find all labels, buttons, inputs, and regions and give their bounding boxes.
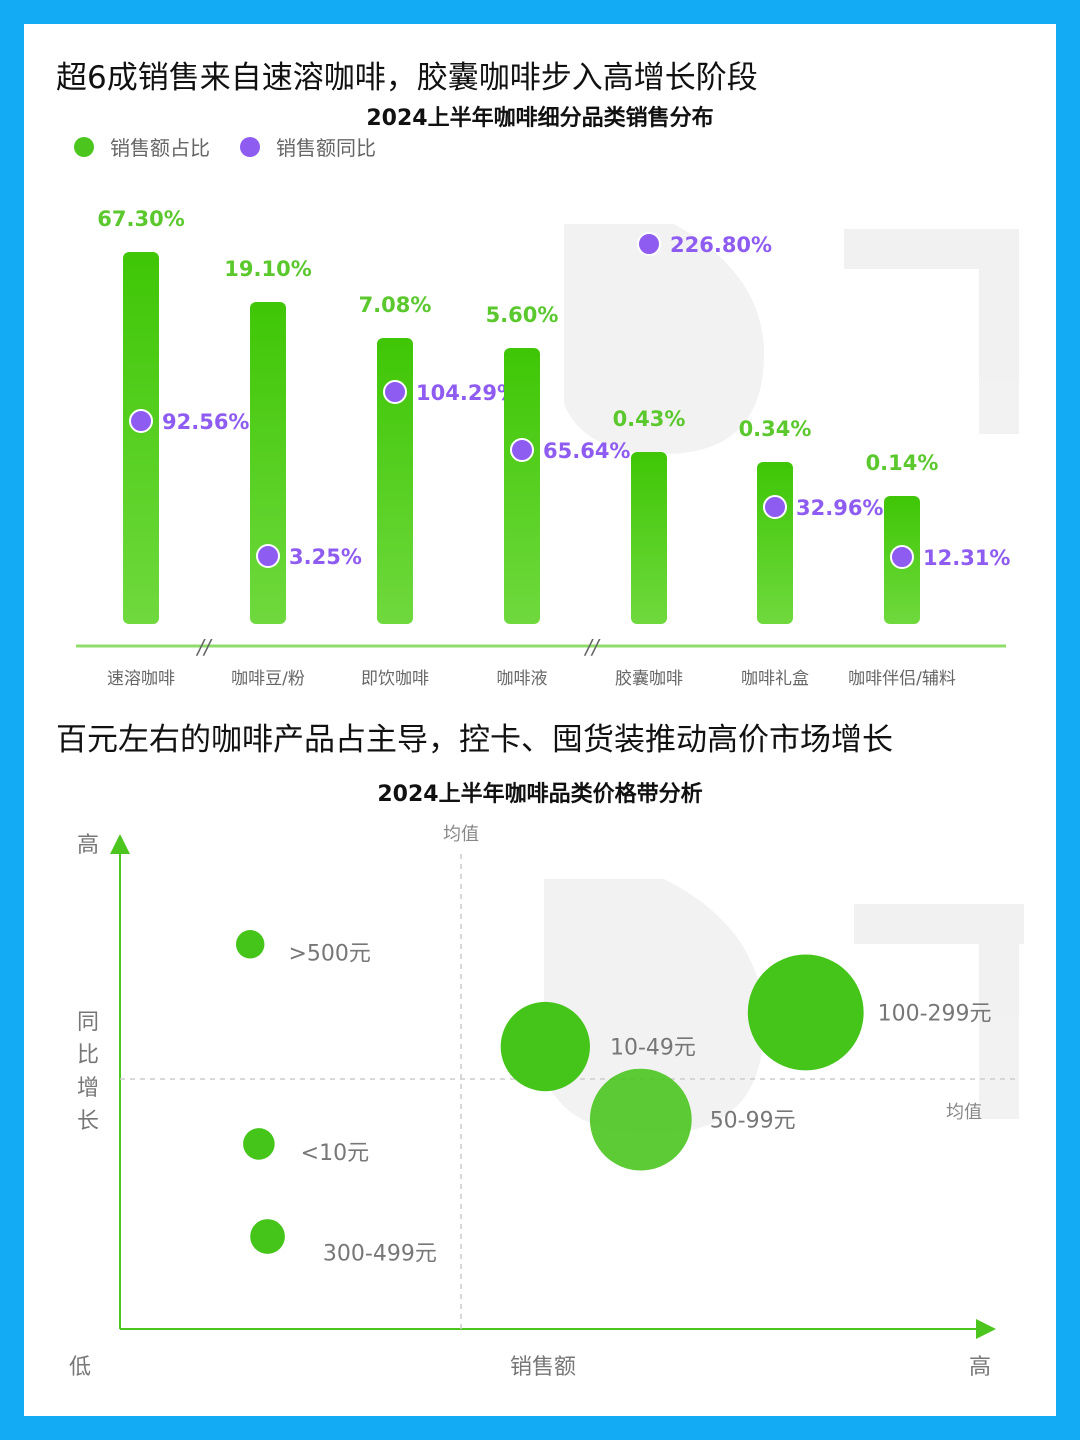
axis-break-mark-0: //: [195, 635, 213, 659]
point-yoy-label-3: 65.64%: [543, 439, 630, 463]
point-yoy-label-5: 32.96%: [796, 496, 883, 520]
y-axis-high-label: 高: [77, 833, 99, 858]
x-axis-high-label: 高: [969, 1355, 991, 1380]
bubble-label-5: 300-499元: [323, 1241, 437, 1266]
legend-yoy-marker: [240, 136, 260, 157]
bar-category-label-6: 咖啡伴侣/辅料: [848, 669, 956, 689]
legend-item-yoy: 销售额同比: [240, 132, 376, 161]
bar-category-label-0: 速溶咖啡: [107, 669, 175, 689]
bar-category-label-3: 咖啡液: [497, 669, 548, 689]
point-yoy-6: [890, 545, 914, 569]
bubble-label-1: 10-49元: [610, 1036, 696, 1061]
bar-share-label-1: 19.10%: [224, 257, 311, 281]
mean-label-y: 均值: [946, 1102, 982, 1123]
bar-share-label-6: 0.14%: [866, 451, 939, 475]
bar-share-label-4: 0.43%: [613, 407, 686, 431]
bar-chart-legend: 销售额占比 销售额同比: [74, 132, 406, 161]
section2-title: 百元左右的咖啡产品占主导，控卡、囤货装推动高价市场增长: [56, 722, 893, 758]
point-yoy-5: [763, 495, 787, 519]
bar-share-4: [631, 452, 667, 624]
legend-yoy-label: 销售额同比: [276, 136, 376, 160]
point-yoy-label-6: 12.31%: [923, 546, 1010, 570]
bubble-3: [589, 1068, 692, 1171]
axis-break-mark-1: //: [583, 635, 601, 659]
bar-share-label-5: 0.34%: [739, 417, 812, 441]
legend-item-share: 销售额占比: [74, 132, 210, 161]
legend-share-marker: [74, 136, 94, 157]
bar-category-label-2: 即饮咖啡: [361, 669, 429, 689]
legend-share-label: 销售额占比: [110, 136, 210, 160]
bar-share-label-2: 7.08%: [359, 293, 432, 317]
y-axis-label: 同比增长: [77, 1010, 99, 1134]
infographic-card: 超6成销售来自速溶咖啡，胶囊咖啡步入高增长阶段 2024上半年咖啡细分品类销售分…: [24, 24, 1056, 1416]
bar-share-3: [504, 348, 540, 624]
bar-share-2: [377, 338, 413, 624]
x-axis-low-label: 低: [69, 1355, 91, 1380]
bubble-1: [500, 1001, 590, 1092]
bar-share-0: [123, 252, 159, 624]
bubble-label-4: <10元: [301, 1141, 369, 1166]
bubble-0: [235, 930, 265, 959]
bubble-4: [243, 1128, 275, 1160]
point-yoy-label-0: 92.56%: [162, 410, 249, 434]
scatter-chart-title: 2024上半年咖啡品类价格带分析: [377, 782, 703, 807]
bar-chart-title: 2024上半年咖啡细分品类销售分布: [366, 106, 714, 131]
bubble-5: [250, 1219, 285, 1254]
point-yoy-4: [637, 232, 661, 256]
bar-category-label-5: 咖啡礼盒: [741, 669, 809, 689]
bubble-label-2: 100-299元: [878, 1001, 992, 1026]
watermark-logo-2: [544, 879, 1024, 1134]
bar-share-1: [250, 302, 286, 624]
point-yoy-0: [129, 409, 153, 433]
point-yoy-label-2: 104.29%: [416, 381, 518, 405]
bar-share-5: [757, 462, 793, 624]
point-yoy-1: [256, 544, 280, 568]
mean-label-x: 均值: [443, 824, 479, 845]
section1-title: 超6成销售来自速溶咖啡，胶囊咖啡步入高增长阶段: [56, 60, 758, 96]
bar-share-label-3: 5.60%: [486, 303, 559, 327]
bubble-label-3: 50-99元: [710, 1109, 796, 1134]
bar-category-label-1: 咖啡豆/粉: [231, 669, 305, 689]
point-yoy-label-4: 226.80%: [670, 233, 772, 257]
point-yoy-2: [383, 380, 407, 404]
bubble-2: [747, 954, 864, 1071]
point-yoy-label-1: 3.25%: [289, 545, 362, 569]
point-yoy-3: [510, 438, 534, 462]
bubble-label-0: >500元: [288, 941, 370, 966]
bar-category-label-4: 胶囊咖啡: [615, 669, 683, 689]
x-axis-label: 销售额: [510, 1355, 576, 1380]
watermark-logo: [564, 224, 1019, 454]
bar-share-label-0: 67.30%: [97, 207, 184, 231]
bar-chart: 67.30% 速溶咖啡 92.56% 19.10% 咖啡豆/粉 3.25% 7.08% 即饮咖…: [76, 207, 1019, 689]
